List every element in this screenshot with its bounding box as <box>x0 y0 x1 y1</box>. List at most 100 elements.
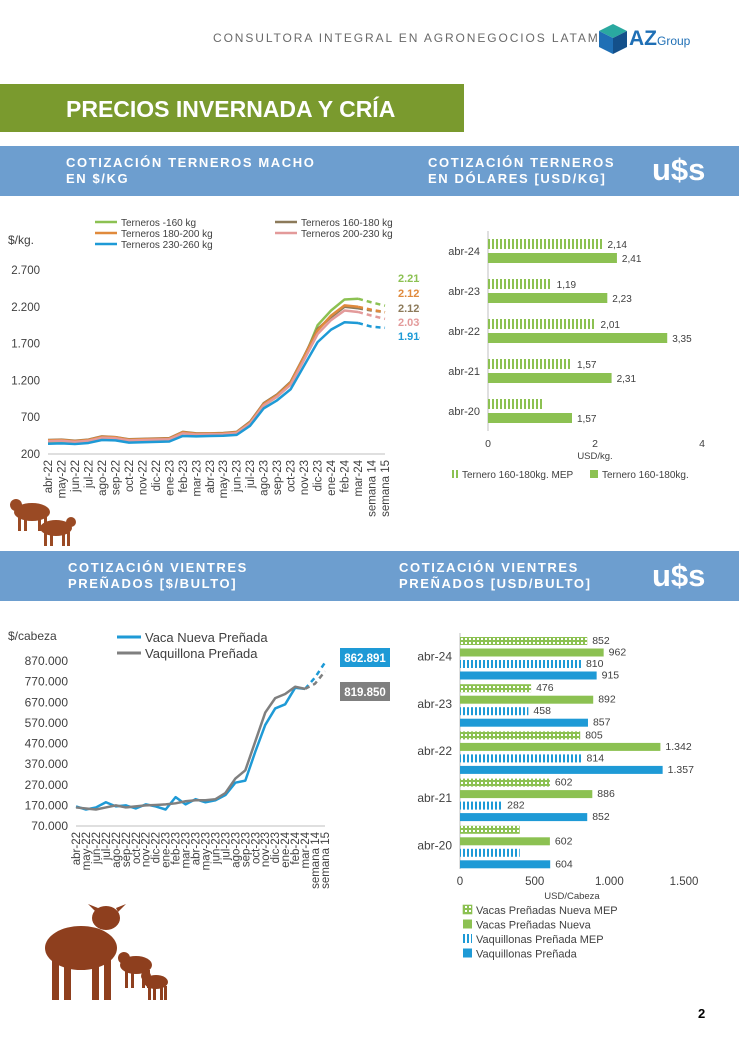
legend-label-3: Vaquillonas Preñada MEP <box>476 934 604 946</box>
data-label: 2,23 <box>612 294 632 305</box>
x-tick-label: nov-23 <box>260 832 272 867</box>
x-tick-label: semana 15 <box>380 460 392 517</box>
x-tick-label: jun-23 <box>210 832 222 865</box>
x-tick-label: nov-22 <box>137 460 149 495</box>
x-tick-label: semana 14 <box>367 459 379 517</box>
series-line-5 <box>47 321 359 446</box>
y-tick-label: 2.200 <box>11 302 40 314</box>
x-tick-label: feb-24 <box>290 831 302 864</box>
x-tick-label: mar-24 <box>353 459 365 496</box>
y-tick-label: 570.000 <box>25 716 69 730</box>
x-tick-label: sep-23 <box>240 832 252 867</box>
cow-illustration <box>45 904 168 1000</box>
x-tick-label: ago-22 <box>97 460 109 496</box>
end-value-label-2: 2.126 <box>398 303 420 315</box>
x-tick-label: oct-23 <box>250 832 262 864</box>
end-value-label-5: 1.914 <box>398 331 420 343</box>
page-number: 2 <box>698 1006 706 1021</box>
x-tick-label: semana 14 <box>310 831 322 889</box>
x-tick-label: may-23 <box>218 460 230 498</box>
x-tick-label: ene-24 <box>280 831 292 867</box>
x-tick-label: mar-23 <box>191 460 203 496</box>
x-tick-label: oct-23 <box>286 460 298 492</box>
data-label: 2,14 <box>607 240 627 251</box>
x-tick-label: jun-23 <box>232 460 244 493</box>
x-tick-label: ene-23 <box>161 832 173 868</box>
y-tick-label: 200 <box>21 449 40 461</box>
bar-1 <box>488 239 603 249</box>
x-tick-label: 0 <box>457 876 463 888</box>
bar-3 <box>460 801 503 810</box>
data-label: 814 <box>587 752 605 764</box>
section-title-vientres-ars: COTIZACIÓN VIENTRES PREÑADOS [$/BULTO] <box>68 560 248 591</box>
data-label: 2,41 <box>622 254 642 265</box>
chart-vientres-usd: abr-24852962810915abr-23476892458857abr-… <box>417 633 698 961</box>
bar-2 <box>460 648 604 657</box>
x-tick-label: nov-23 <box>299 460 311 495</box>
series-projection-4 <box>357 310 386 321</box>
company-logo <box>596 22 706 56</box>
logo-text: AZGroup <box>629 27 691 50</box>
data-label: 892 <box>598 694 616 706</box>
series-projection-2 <box>304 670 326 690</box>
x-tick-label: 0 <box>485 438 491 450</box>
bar-1 <box>460 731 581 740</box>
chart-terneros-usd: abr-24 2,14 2,41 abr-23 1,19 2,23 abr-22 2,01 3,… <box>448 231 705 481</box>
y-tick-label: 470.000 <box>25 737 69 751</box>
data-label: 852 <box>592 635 610 647</box>
series-line-2 <box>47 305 359 443</box>
logo-subtext: Group <box>657 34 691 48</box>
bar-2 <box>460 837 550 846</box>
x-tick-label: jul-23 <box>245 460 257 489</box>
end-value-label-2: 819.850 <box>344 687 386 699</box>
category-label: abr-21 <box>448 366 480 378</box>
x-tick-label: dic-22 <box>151 832 163 863</box>
end-value-label-4: 2.036 <box>398 317 420 329</box>
y-tick-label: 870.000 <box>25 654 69 668</box>
bar-4 <box>460 718 588 727</box>
legend-swatch-1 <box>462 904 473 915</box>
x-tick-label: mar-24 <box>300 831 312 868</box>
data-label: 852 <box>592 811 610 823</box>
bar-2 <box>488 253 617 263</box>
x-tick-label: ago-23 <box>259 460 271 496</box>
series-line-4 <box>47 309 359 444</box>
x-tick-label: may-22 <box>56 460 68 498</box>
x-tick-label: ago-23 <box>230 832 242 868</box>
data-label: 2,31 <box>617 374 637 385</box>
x-tick-label: 1.000 <box>595 876 624 888</box>
category-label: abr-24 <box>448 246 480 258</box>
header-tagline: CONSULTORA INTEGRAL EN AGRONEGOCIOS LATA… <box>213 31 600 45</box>
series-line-1 <box>47 297 359 444</box>
x-tick-label: ene-24 <box>326 459 338 495</box>
calves-illustration <box>10 499 76 546</box>
y-axis-label: $/cabeza <box>8 629 57 643</box>
series-projection-5 <box>357 321 386 330</box>
data-label: 810 <box>586 658 604 670</box>
section-band-vientres <box>0 551 739 601</box>
data-label: 857 <box>593 717 611 729</box>
bar-1 <box>488 279 552 289</box>
category-label: abr-23 <box>417 697 452 711</box>
bar-1 <box>460 778 550 787</box>
bar-2 <box>488 373 612 383</box>
legend-label-3: Terneros 180-200 kg <box>121 229 213 240</box>
y-tick-label: 70.000 <box>31 819 68 833</box>
x-tick-label: sep-22 <box>110 460 122 495</box>
category-label: abr-20 <box>448 406 480 418</box>
x-tick-label: abr-22 <box>43 460 55 493</box>
bar-3 <box>460 707 529 716</box>
series-projection-1 <box>357 297 386 307</box>
x-tick-label: dic-23 <box>270 832 282 863</box>
x-tick-label: feb-24 <box>340 459 352 492</box>
legend-label-1: Vacas Preñadas Nueva MEP <box>476 905 618 917</box>
x-tick-label: feb-23 <box>178 460 190 493</box>
category-label: abr-24 <box>417 650 452 664</box>
y-tick-label: 2.700 <box>11 265 40 277</box>
y-tick-label: 700 <box>21 412 40 424</box>
legend-label-2: Vacas Preñadas Nueva <box>476 920 592 932</box>
x-tick-label: sep-23 <box>272 460 284 495</box>
bar-1 <box>460 637 588 645</box>
bar-1 <box>488 359 572 369</box>
